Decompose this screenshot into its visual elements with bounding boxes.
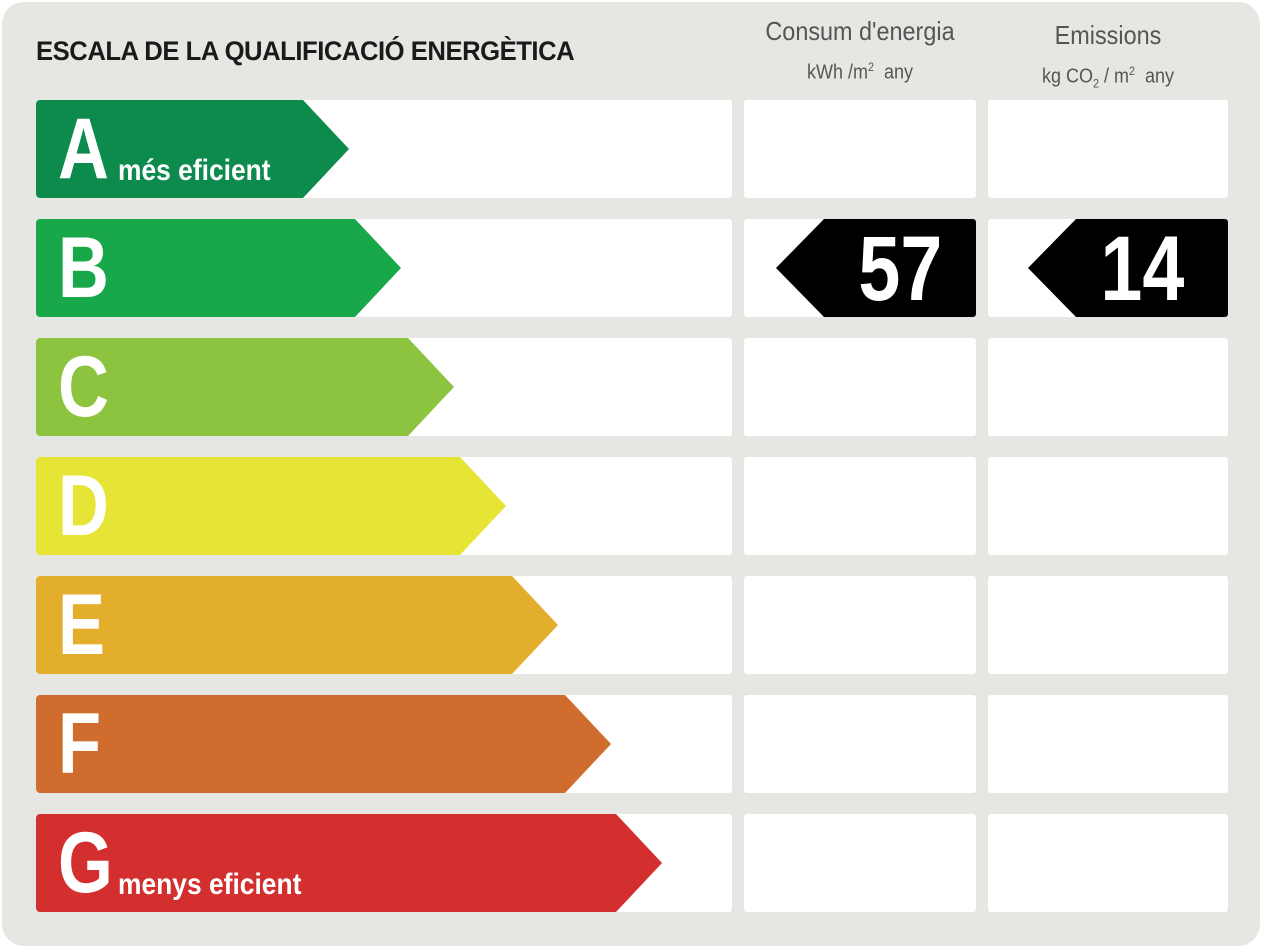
rating-letter: B — [58, 220, 109, 316]
emissions-cell — [988, 457, 1228, 555]
emissions-cell — [988, 576, 1228, 674]
rating-caption: més eficient — [118, 154, 271, 187]
emissions-unit-prefix: kg CO — [1041, 65, 1093, 88]
emissions-column-label: Emissions — [1054, 20, 1162, 50]
energy-cell — [744, 100, 976, 198]
energy-cell — [744, 695, 976, 793]
energy-unit-suffix: any — [884, 61, 914, 84]
energy-value: 57 — [858, 218, 942, 320]
emissions-unit-mid: / m — [1098, 65, 1129, 88]
rating-letter: D — [58, 458, 109, 554]
energy-cell — [744, 576, 976, 674]
emissions-cell — [988, 695, 1228, 793]
rating-bar-b: B — [36, 219, 401, 317]
rating-caption: menys eficient — [118, 868, 302, 901]
rating-letter: E — [58, 577, 106, 673]
rating-bar-d: D — [36, 457, 506, 555]
emissions-cell — [988, 814, 1228, 912]
rating-letter: A — [58, 101, 109, 197]
energy-value-marker: 57 — [776, 219, 976, 317]
energy-column-unit: kWh /m2 any — [756, 54, 965, 86]
emissions-column-header: Emissions kg CO2 / m2 any — [988, 20, 1228, 97]
emissions-value: 14 — [1100, 218, 1184, 320]
emissions-column-unit: kg CO2 / m2 any — [1000, 58, 1216, 97]
energy-cell — [744, 338, 976, 436]
rating-letter: F — [58, 696, 102, 792]
energy-cell — [744, 814, 976, 912]
energy-unit-prefix: kWh /m — [806, 61, 868, 84]
rating-letter: G — [58, 815, 113, 911]
emissions-unit-sub: 2 — [1092, 76, 1099, 91]
rating-bar-e: E — [36, 576, 558, 674]
emissions-unit-sup: 2 — [1128, 64, 1136, 78]
energy-column-header: Consum d'energia kWh /m2 any — [744, 16, 976, 86]
rating-bar-f: F — [36, 695, 611, 793]
emissions-cell — [988, 338, 1228, 436]
emissions-unit-suffix: any — [1145, 65, 1175, 88]
emissions-cell — [988, 100, 1228, 198]
energy-cell — [744, 457, 976, 555]
energy-unit-sup: 2 — [867, 60, 874, 74]
energy-column-label: Consum d'energia — [765, 16, 955, 46]
emissions-value-marker: 14 — [1028, 219, 1228, 317]
rating-bar-c: C — [36, 338, 454, 436]
scale-title: ESCALA DE LA QUALIFICACIÓ ENERGÈTICA — [36, 36, 575, 66]
rating-letter: C — [58, 339, 109, 435]
